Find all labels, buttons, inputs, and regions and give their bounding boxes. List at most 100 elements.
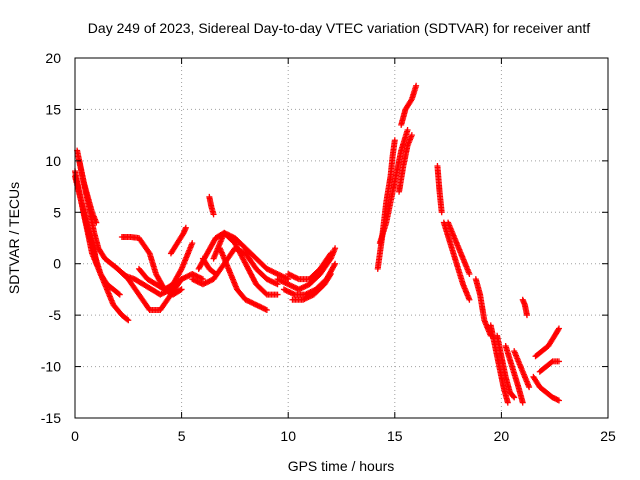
x-tick-label: 15 xyxy=(387,428,403,444)
data-point-track xyxy=(88,207,95,214)
data-point-track xyxy=(273,270,280,277)
data-point-track xyxy=(554,396,561,403)
data-point-track xyxy=(273,291,280,298)
data-point-track xyxy=(106,259,113,265)
data-point-track xyxy=(554,358,561,365)
data-point-track xyxy=(547,392,554,399)
data-point-track xyxy=(182,226,189,232)
data-point-track xyxy=(508,362,515,369)
data-point-track xyxy=(315,267,322,274)
data-point-track xyxy=(177,267,184,274)
data-point-track xyxy=(211,270,218,277)
data-point-track xyxy=(115,290,122,297)
data-point-track xyxy=(502,372,509,379)
data-point-track xyxy=(172,242,179,249)
data-point-track xyxy=(273,280,280,287)
data-point-track xyxy=(177,277,184,284)
data-point-track xyxy=(331,262,338,268)
data-point-track xyxy=(227,269,234,276)
data-point-track xyxy=(100,253,107,259)
data-point-track xyxy=(184,251,191,258)
y-axis-ticks: -15 -10 -5 0 5 10 15 20 xyxy=(41,50,608,426)
y-axis-label: SDTVAR / TECUs xyxy=(6,182,22,294)
y-tick-label: 5 xyxy=(53,204,61,220)
data-point-track xyxy=(152,269,159,276)
data-point-track xyxy=(240,294,247,301)
data-point-track xyxy=(146,284,153,291)
data-point-track xyxy=(547,360,554,367)
data-point-track xyxy=(134,289,141,295)
data-point-track xyxy=(144,247,151,254)
data-point-track xyxy=(404,128,411,135)
data-point-track xyxy=(402,107,409,114)
data-point-track xyxy=(177,287,184,294)
data-point-track xyxy=(326,253,333,259)
data-point-track xyxy=(97,269,104,276)
data-point-track xyxy=(326,273,333,280)
x-axis-ticks: 0 5 10 15 20 25 xyxy=(71,58,616,444)
data-point-track xyxy=(176,287,183,294)
data-point-track xyxy=(123,315,130,322)
data-point-track xyxy=(144,304,151,311)
data-point-track xyxy=(177,268,184,275)
data-point-track xyxy=(188,241,195,248)
data-point-track xyxy=(137,279,144,286)
data-point-track xyxy=(145,249,152,256)
data-point-track xyxy=(465,269,472,276)
data-point-track xyxy=(327,272,334,279)
data-point-track xyxy=(519,398,526,405)
data-point-track xyxy=(331,246,338,253)
data-point-track xyxy=(90,243,97,250)
data-point-track xyxy=(124,316,131,323)
data-point-track xyxy=(251,253,258,260)
x-tick-label: 25 xyxy=(600,428,616,444)
data-point-track xyxy=(407,98,414,105)
y-tick-label: 20 xyxy=(45,50,61,66)
data-point-track xyxy=(519,367,526,374)
data-point-track xyxy=(210,269,217,276)
data-point-track xyxy=(283,280,290,287)
data-point-track xyxy=(108,284,115,291)
data-point-track xyxy=(523,310,530,317)
data-point-track xyxy=(84,192,91,199)
y-tick-label: 0 xyxy=(53,256,61,272)
x-tick-label: 0 xyxy=(71,428,79,444)
y-tick-label: 15 xyxy=(45,101,61,117)
data-point-track xyxy=(550,335,557,342)
data-points xyxy=(72,82,562,406)
data-point-track xyxy=(142,273,149,280)
data-point-track xyxy=(92,218,99,225)
data-point-track xyxy=(208,202,215,209)
data-point-track xyxy=(330,263,337,270)
data-point-track xyxy=(154,290,161,297)
data-point-track xyxy=(261,289,268,296)
y-tick-label: -5 xyxy=(49,307,62,323)
x-tick-label: 20 xyxy=(494,428,510,444)
data-point-track xyxy=(453,259,460,266)
data-point-track xyxy=(459,279,466,286)
data-point-track xyxy=(251,263,258,270)
data-point-track xyxy=(114,289,121,296)
data-point-track xyxy=(219,263,226,270)
data-point-track xyxy=(509,392,516,399)
data-point-track xyxy=(382,221,389,228)
data-point-track xyxy=(262,306,269,313)
data-point-track xyxy=(404,143,411,150)
data-point-track xyxy=(525,382,532,389)
data-point-track xyxy=(230,247,237,254)
data-point-track xyxy=(412,84,419,91)
data-point-track xyxy=(481,315,488,322)
data-point-track xyxy=(510,393,517,400)
data-point-track xyxy=(261,263,268,270)
data-point-track xyxy=(220,254,227,261)
data-point-track xyxy=(397,149,404,156)
data-point-track xyxy=(86,233,93,240)
data-point-track xyxy=(261,274,268,281)
data-point-track xyxy=(408,133,415,140)
data-point-track xyxy=(117,309,124,316)
data-point-track xyxy=(211,237,218,244)
data-point-track xyxy=(326,251,333,258)
y-tick-label: -10 xyxy=(41,359,61,375)
data-point-track xyxy=(541,387,548,394)
data-point-track xyxy=(448,228,455,235)
